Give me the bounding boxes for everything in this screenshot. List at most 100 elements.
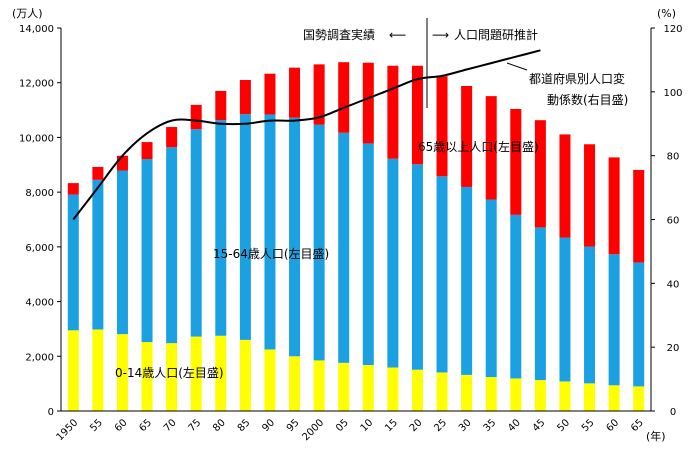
x-tick-label: 60 (113, 417, 130, 434)
bar-segment-young-1 (92, 329, 104, 411)
bar-segment-young-9 (289, 356, 301, 411)
x-tick-label: 40 (506, 417, 523, 434)
x-tick-label: 25 (432, 417, 449, 434)
bar-segment-young-21 (584, 383, 596, 411)
x-tick-label: 65 (137, 417, 154, 434)
bar-segment-young-3 (141, 342, 153, 411)
x-tick-label: 85 (236, 417, 253, 434)
bar-segment-elderly-7 (239, 79, 251, 115)
bar-segment-working-3 (141, 159, 153, 343)
bar-segment-elderly-22 (608, 157, 620, 255)
bar-segment-elderly-20 (559, 134, 571, 238)
bar-segment-elderly-16 (461, 86, 473, 187)
x-tick-label: 35 (482, 417, 499, 434)
x-axis-unit: (年) (646, 429, 666, 443)
cv-label-line2: 動係数(右目盛) (547, 92, 628, 107)
bar-segment-young-22 (608, 385, 620, 411)
x-tick-label: 95 (285, 417, 302, 434)
bar-segment-elderly-10 (313, 64, 325, 125)
x-tick-label: 10 (359, 417, 376, 434)
bar-segment-elderly-19 (534, 120, 546, 228)
bar-segment-working-18 (510, 214, 522, 379)
bar-segment-young-11 (338, 362, 350, 411)
bar-segment-young-8 (264, 349, 276, 411)
bar-segment-elderly-15 (436, 76, 448, 177)
stacked-bars (67, 62, 645, 411)
bar-segment-elderly-14 (411, 65, 423, 165)
bar-segment-young-10 (313, 360, 325, 411)
y-tick-label: 10,000 (19, 133, 54, 144)
x-tick-label: 50 (555, 417, 572, 434)
bar-segment-elderly-1 (92, 166, 104, 180)
x-tick-label: 55 (580, 417, 597, 434)
y2-tick-label: 80 (667, 152, 680, 163)
bar-segment-elderly-13 (387, 65, 399, 159)
x-tick-label: 65 (629, 417, 646, 434)
census-arrow: ⟵ (389, 28, 406, 42)
bar-segment-working-2 (116, 170, 128, 335)
bar-segment-young-5 (190, 336, 202, 411)
bar-segment-young-12 (362, 365, 374, 411)
y2-tick-label: 100 (663, 88, 682, 99)
bar-segment-working-10 (313, 124, 325, 361)
y-tick-label: 2,000 (25, 352, 54, 363)
young-label: 0-14歳人口(左目盛) (115, 365, 224, 380)
bar-segment-elderly-17 (485, 96, 497, 200)
bar-segment-elderly-23 (633, 169, 645, 263)
bar-segment-young-6 (215, 335, 227, 411)
bar-segment-young-18 (510, 378, 522, 411)
x-tick-label: 80 (211, 417, 228, 434)
bar-segment-elderly-8 (264, 73, 276, 115)
x-tick-label: 45 (531, 417, 548, 434)
bar-segment-elderly-21 (584, 144, 596, 247)
bar-segment-elderly-9 (289, 67, 301, 118)
bar-segment-working-19 (534, 227, 546, 381)
bar-segment-elderly-0 (67, 183, 79, 195)
bar-segment-elderly-2 (116, 155, 128, 171)
census-label: 国勢調査実績 (303, 27, 375, 42)
y-tick-label: 12,000 (19, 79, 54, 90)
bar-segment-working-7 (239, 114, 251, 340)
bar-segment-working-4 (166, 147, 178, 344)
x-tick-label: 70 (162, 417, 179, 434)
cv-label-line1: 都道府県別人口変 (529, 71, 625, 86)
bar-segment-young-14 (411, 369, 423, 411)
bar-segment-young-20 (559, 381, 571, 411)
bar-segment-elderly-11 (338, 62, 350, 133)
x-tick-label: 15 (383, 417, 400, 434)
y2-tick-label: 40 (667, 279, 680, 290)
projection-label: 人口問題研推計 (454, 27, 538, 42)
bar-segment-working-9 (289, 117, 301, 357)
x-tick-label: 90 (260, 417, 277, 434)
bar-segment-working-22 (608, 254, 620, 386)
x-tick-label: 55 (88, 417, 105, 434)
projection-arrow: ⟶ (432, 28, 449, 42)
elderly-label: 65歳以上人口(左目盛) (418, 139, 539, 154)
y-tick-label: 6,000 (25, 243, 54, 254)
bar-segment-young-7 (239, 339, 251, 411)
bar-segment-working-6 (215, 120, 227, 336)
cv-line (72, 49, 541, 221)
bar-segment-working-11 (338, 132, 350, 363)
y-tick-label: 8,000 (25, 188, 54, 199)
x-tick-label: 20 (408, 417, 425, 434)
bar-segment-working-12 (362, 143, 374, 366)
x-tick-label: 60 (604, 417, 621, 434)
y2-tick-label: 0 (670, 407, 676, 418)
bar-segment-elderly-18 (510, 108, 522, 215)
bar-segment-working-20 (559, 237, 571, 382)
bar-segment-elderly-6 (215, 90, 227, 121)
bar-segment-working-13 (387, 158, 399, 368)
y2-tick-label: 120 (663, 24, 682, 35)
bar-segment-young-17 (485, 377, 497, 411)
bar-segment-working-21 (584, 246, 596, 384)
y2-tick-label: 20 (667, 343, 680, 354)
bar-segment-working-1 (92, 179, 104, 330)
y-tick-label: 4,000 (25, 298, 54, 309)
y2-axis-unit: (%) (657, 7, 676, 20)
bar-segment-working-23 (633, 262, 645, 387)
bar-segment-young-13 (387, 367, 399, 411)
working-label: 15-64歳人口(左目盛) (213, 246, 329, 261)
x-tick-label: 2000 (300, 417, 326, 443)
